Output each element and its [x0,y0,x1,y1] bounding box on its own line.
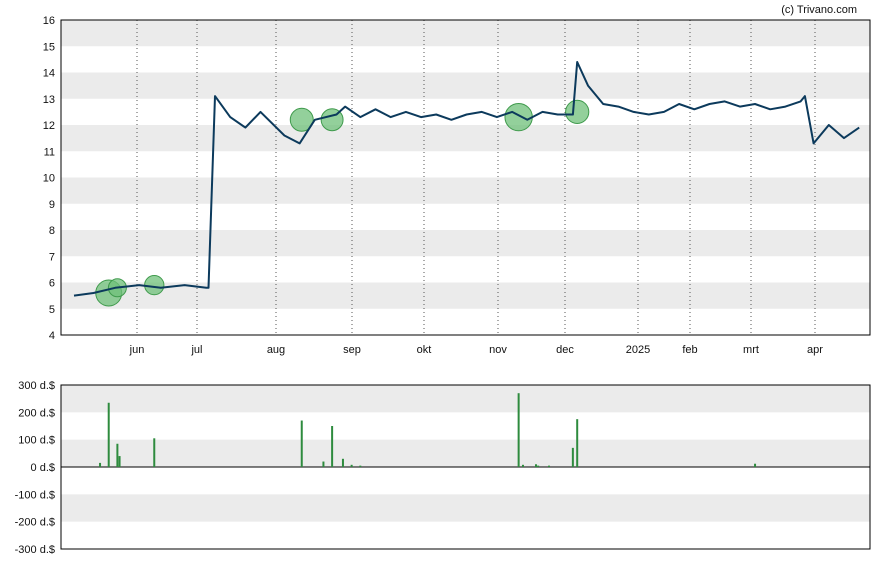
x-tick-label: okt [417,344,432,356]
volume-bar [359,465,362,467]
volume-bar [517,393,520,467]
volume-bar [118,456,121,467]
volume-y-tick: 300 d.$ [18,380,55,392]
volume-bar [99,462,102,467]
volume-bar [548,465,551,467]
price-grid-band [61,282,870,309]
price-y-tick: 6 [49,278,55,290]
volume-y-tick: -100 d.$ [15,489,55,501]
volume-panel: 300 d.$ 200 d.$ 100 d.$ 0 d.$ -100 d.$ -200 d… [15,380,871,556]
price-panel: jun jul aug sep okt nov dec 2025 feb mrt apr 4 5 6 7 8 9… [43,15,871,356]
x-tick-label: nov [489,344,507,356]
price-y-tick: 14 [43,68,55,80]
volume-y-tick: -300 d.$ [15,544,55,556]
trade-bubble [289,107,314,132]
price-y-tick: 11 [44,146,55,158]
volume-bar [116,443,119,467]
x-tick-label: sep [343,344,361,356]
price-y-tick: 7 [49,251,55,263]
price-grid-band [61,230,870,257]
volume-bar [521,464,524,467]
volume-y-tick: 100 d.$ [18,435,55,447]
trade-bubble [504,102,533,132]
price-y-tick: 12 [43,120,55,132]
volume-grid-band [61,385,870,413]
x-tick-label: jul [190,344,202,356]
price-y-tick: 8 [49,225,55,237]
price-frame [60,19,871,336]
volume-bar [331,426,334,467]
x-tick-label: mrt [743,344,759,356]
price-grid-band [61,177,870,204]
price-y-tick: 15 [43,41,55,53]
price-y-tick: 9 [49,199,55,211]
price-grid-band [61,20,870,47]
volume-y-tick: -200 d.$ [15,517,55,529]
volume-bar [576,419,579,467]
credit-text: (c) Trivano.com [781,4,857,16]
price-y-tick: 5 [49,304,55,316]
volume-bar [754,463,757,467]
x-tick-label: aug [267,344,285,356]
volume-bar [341,458,344,467]
trade-bubble [565,99,590,124]
price-grid-band [61,125,870,152]
volume-bar [322,461,325,467]
volume-bar [300,420,303,467]
price-y-tick: 16 [43,15,55,27]
volume-bar [350,464,353,467]
volume-y-tick: 0 d.$ [31,462,55,474]
price-y-tick: 10 [43,173,55,185]
volume-grid-band [61,439,870,467]
volume-bar [153,438,156,467]
volume-grid-band [61,494,870,522]
volume-bar [571,447,574,467]
price-grid-band [61,72,870,99]
volume-y-tick: 200 d.$ [18,407,55,419]
volume-bar [534,464,537,467]
volume-bar [537,465,540,467]
trade-bubble [144,274,165,296]
x-tick-label: jun [129,344,145,356]
x-tick-label: 2025 [626,344,650,356]
price-y-tick: 4 [49,330,55,342]
volume-bar [107,402,110,467]
volume-frame [60,384,871,550]
x-tick-label: apr [807,344,823,356]
x-tick-label: feb [682,344,697,356]
price-line [73,61,860,297]
x-tick-label: dec [556,344,574,356]
price-y-tick: 13 [43,94,55,106]
